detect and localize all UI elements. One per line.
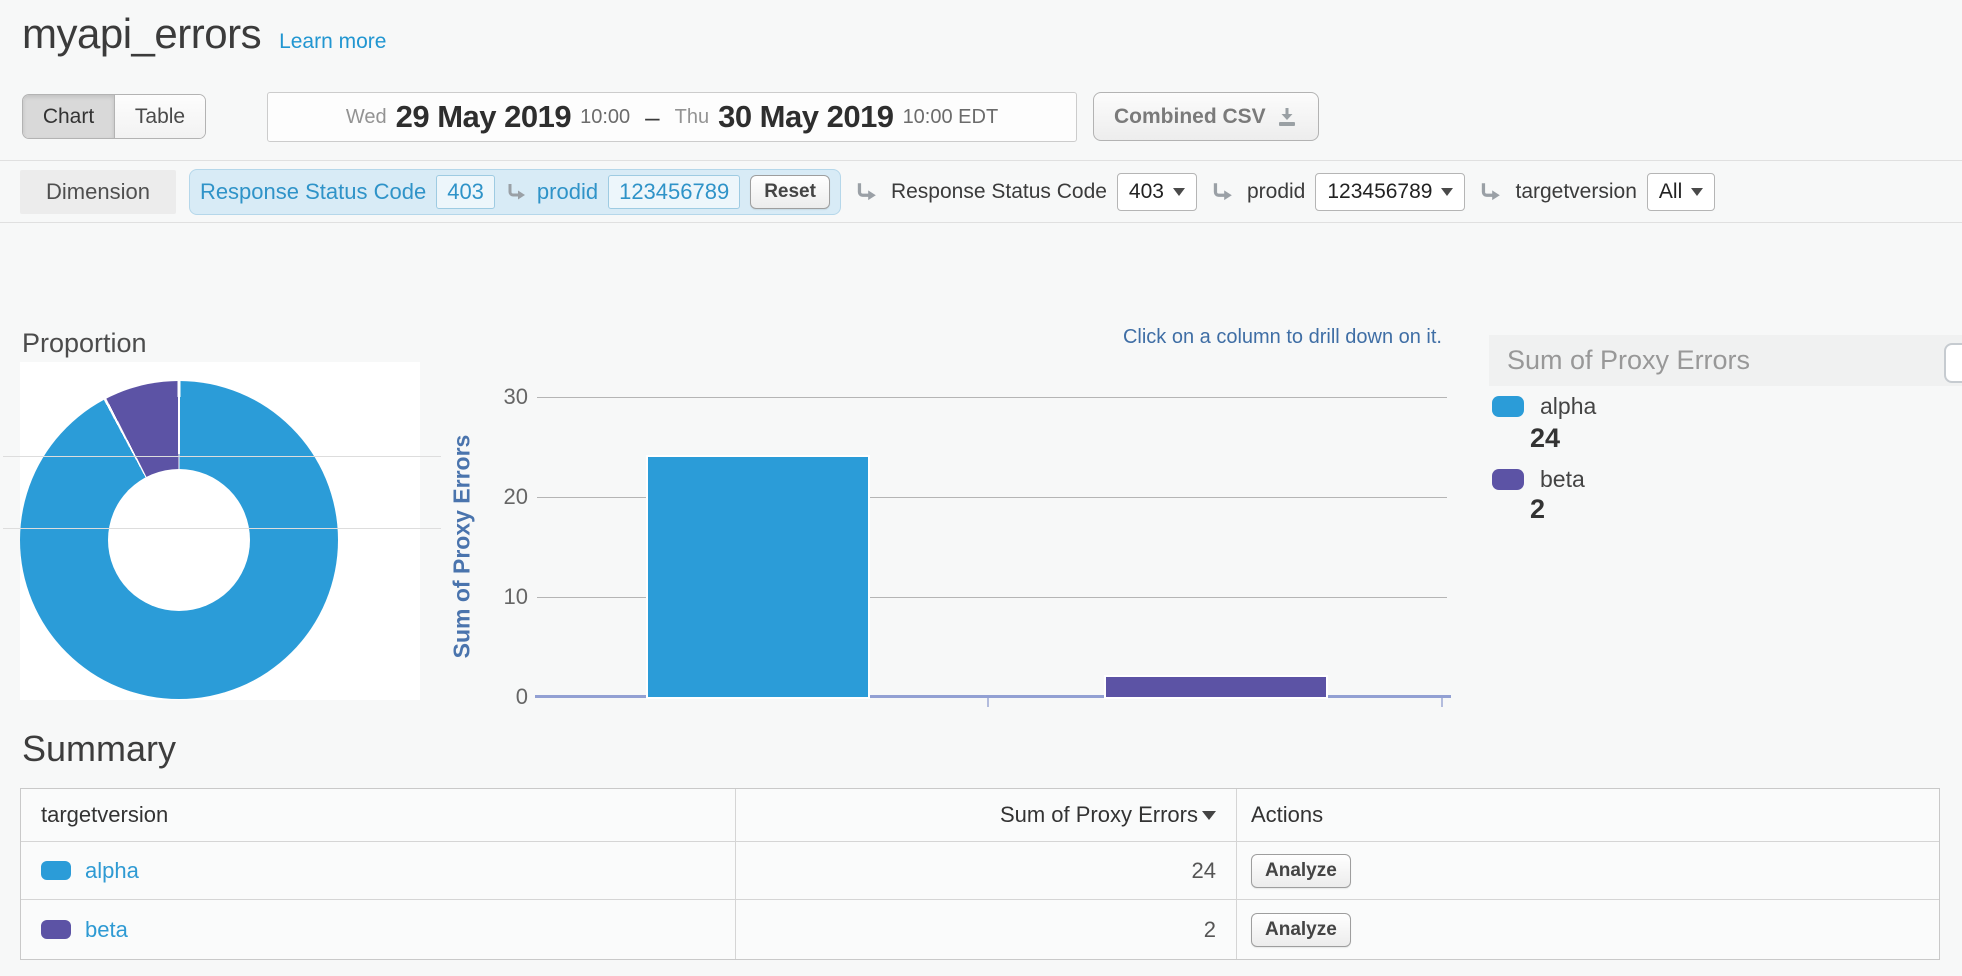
chevron-down-icon bbox=[1441, 188, 1454, 196]
col-header-targetversion: targetversion bbox=[21, 789, 736, 841]
summary-table: targetversion Sum of Proxy Errors Action… bbox=[20, 788, 1940, 960]
bar-beta[interactable] bbox=[1106, 677, 1326, 697]
alpha-swatch bbox=[41, 861, 71, 880]
combined-csv-label: Combined CSV bbox=[1114, 104, 1266, 128]
proportion-title: Proportion bbox=[22, 328, 147, 358]
filter-name: prodid bbox=[1246, 180, 1306, 203]
filter-name: targetversion bbox=[1515, 180, 1637, 203]
end-time: 10:00 EDT bbox=[902, 105, 999, 128]
row-value: 24 bbox=[736, 842, 1237, 899]
breadcrumb-dim-value[interactable]: 123456789 bbox=[608, 175, 741, 209]
drill-arrow-icon bbox=[1210, 180, 1234, 204]
download-icon bbox=[1278, 107, 1295, 126]
combined-csv-button[interactable]: Combined CSV bbox=[1093, 92, 1319, 141]
breadcrumb-dim-name: prodid bbox=[536, 179, 599, 204]
filter-targetversion: targetversion All bbox=[1515, 173, 1716, 211]
legend-label: beta bbox=[1540, 466, 1585, 492]
bar-alpha[interactable] bbox=[648, 457, 868, 697]
selected-value: All bbox=[1658, 180, 1683, 203]
analyze-button[interactable]: Analyze bbox=[1251, 912, 1351, 947]
legend-panel: Sum of Proxy Errors bbox=[1489, 335, 1962, 386]
start-day: Wed bbox=[345, 105, 387, 128]
drill-arrow-icon bbox=[854, 180, 878, 204]
x-axis-tick bbox=[1441, 698, 1443, 707]
legend-title: Sum of Proxy Errors bbox=[1489, 335, 1962, 386]
drill-arrow-icon bbox=[505, 181, 527, 203]
legend-collapse-button[interactable] bbox=[1944, 343, 1962, 383]
table-row: beta 2 Analyze bbox=[21, 899, 1939, 959]
summary-title: Summary bbox=[22, 728, 177, 769]
chevron-down-icon bbox=[1172, 188, 1185, 196]
table-row: alpha 24 Analyze bbox=[21, 841, 1939, 899]
selected-value: 403 bbox=[1128, 180, 1164, 203]
beta-swatch bbox=[41, 920, 71, 939]
tab-table[interactable]: Table bbox=[114, 95, 205, 138]
selected-value: 123456789 bbox=[1327, 180, 1433, 203]
alpha-swatch bbox=[1492, 396, 1524, 417]
end-day: Thu bbox=[674, 105, 710, 128]
divider bbox=[3, 528, 441, 529]
legend-item-beta: beta bbox=[1492, 466, 1585, 493]
prodid-select[interactable]: 123456789 bbox=[1315, 173, 1466, 211]
y-tick-label: 10 bbox=[503, 584, 528, 609]
filter-name: Response Status Code bbox=[890, 180, 1107, 203]
x-axis-tick bbox=[987, 698, 989, 707]
dimension-bar: Dimension Response Status Code 403 prodi… bbox=[0, 168, 1962, 216]
beta-swatch bbox=[1492, 469, 1524, 490]
row-link-alpha[interactable]: alpha bbox=[85, 857, 139, 883]
divider bbox=[0, 222, 1962, 223]
drilldown-breadcrumb: Response Status Code 403 prodid 12345678… bbox=[188, 169, 841, 215]
page-title: myapi_errors bbox=[22, 10, 262, 57]
gridline bbox=[537, 397, 1447, 398]
targetversion-select[interactable]: All bbox=[1646, 173, 1716, 211]
drilldown-hint: Click on a column to drill down on it. bbox=[1122, 326, 1442, 348]
sort-column-label: Sum of Proxy Errors bbox=[999, 802, 1198, 827]
proportion-chart-card bbox=[20, 362, 420, 700]
gridline bbox=[537, 597, 1447, 598]
end-date: 30 May 2019 bbox=[718, 99, 894, 134]
col-header-actions: Actions bbox=[1251, 802, 1324, 827]
divider bbox=[0, 160, 1962, 161]
date-range-picker[interactable]: Wed 29 May 2019 10:00 – Thu 30 May 2019 … bbox=[267, 92, 1077, 142]
learn-more-link[interactable]: Learn more bbox=[279, 30, 387, 53]
breadcrumb-dim-name: Response Status Code bbox=[199, 179, 427, 204]
page-header: myapi_errors Learn more bbox=[22, 10, 386, 58]
y-tick-label: 0 bbox=[515, 684, 528, 709]
drill-arrow-icon bbox=[1478, 180, 1502, 204]
breadcrumb-dim-value[interactable]: 403 bbox=[436, 175, 495, 209]
divider bbox=[3, 456, 441, 457]
dimension-label: Dimension bbox=[20, 170, 176, 214]
bar-chart: Sum of Proxy Errors 30 20 10 0 bbox=[440, 380, 1455, 715]
legend-value-beta: 2 bbox=[1530, 494, 1546, 524]
start-time: 10:00 bbox=[580, 105, 631, 128]
col-header-sum-of-proxy-errors[interactable]: Sum of Proxy Errors bbox=[736, 789, 1237, 841]
tab-chart[interactable]: Chart bbox=[23, 95, 114, 138]
chevron-down-icon bbox=[1691, 188, 1704, 196]
range-separator: – bbox=[645, 101, 660, 132]
row-value: 2 bbox=[736, 900, 1237, 959]
x-axis-line bbox=[535, 695, 1451, 698]
analyze-button[interactable]: Analyze bbox=[1251, 853, 1351, 888]
donut-hole bbox=[108, 469, 250, 611]
legend-item-alpha: alpha bbox=[1492, 393, 1596, 420]
y-axis-title: Sum of Proxy Errors bbox=[448, 434, 475, 659]
legend-label: alpha bbox=[1540, 393, 1597, 419]
sort-desc-icon bbox=[1202, 810, 1216, 820]
start-date: 29 May 2019 bbox=[395, 99, 572, 134]
view-toggle: Chart Table bbox=[22, 94, 206, 139]
y-tick-label: 20 bbox=[503, 484, 528, 509]
legend-value-alpha: 24 bbox=[1530, 423, 1561, 453]
reset-button[interactable]: Reset bbox=[750, 175, 830, 209]
gridline bbox=[537, 497, 1447, 498]
response-status-code-select[interactable]: 403 bbox=[1116, 173, 1197, 211]
filter-response-status-code: Response Status Code 403 bbox=[891, 173, 1197, 211]
table-header-row: targetversion Sum of Proxy Errors Action… bbox=[21, 789, 1939, 841]
y-tick-label: 30 bbox=[503, 384, 528, 409]
filter-prodid: prodid 123456789 bbox=[1247, 173, 1466, 211]
row-link-beta[interactable]: beta bbox=[85, 916, 128, 942]
